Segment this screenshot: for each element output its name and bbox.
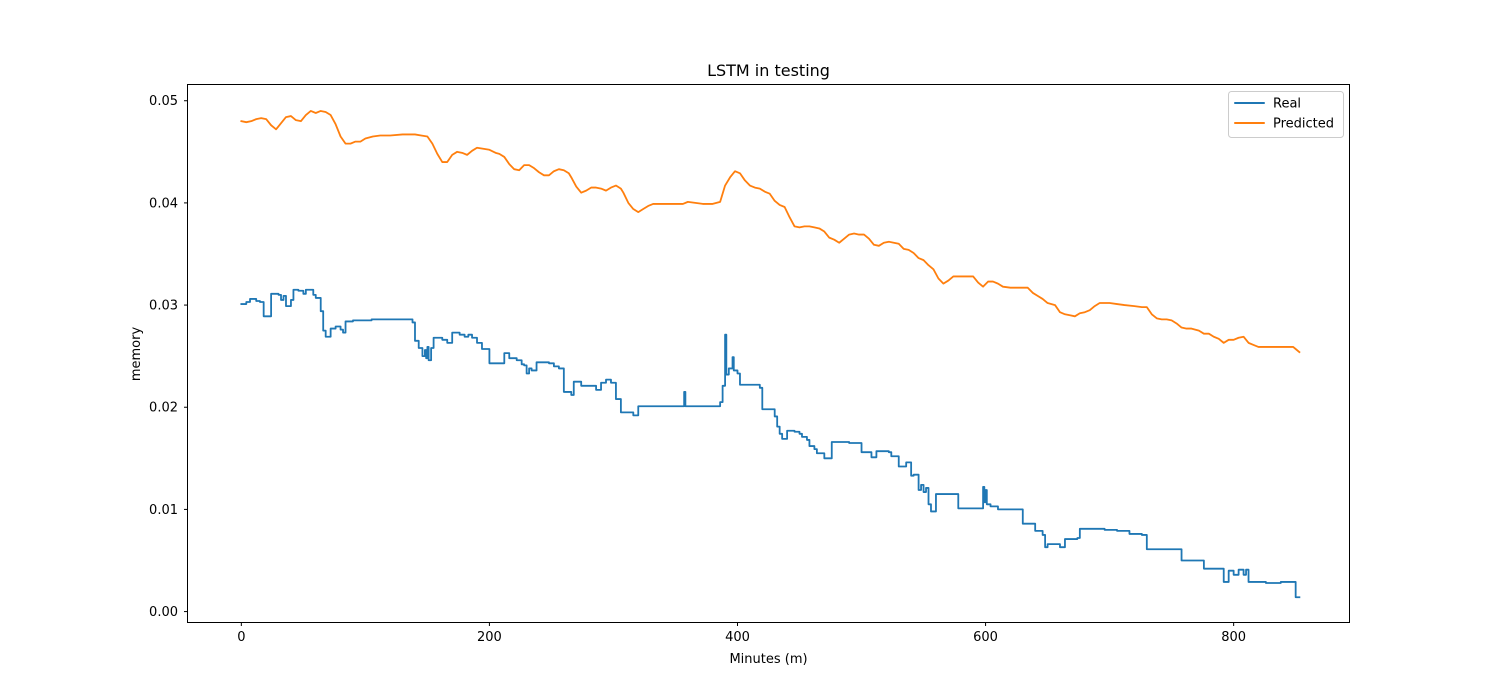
x-tick-label: 400 [725,630,750,645]
series-line-real [240,288,1301,599]
y-tick-label: 0.01 [149,503,178,518]
y-tick-label: 0.02 [149,401,178,416]
plot-frame [187,84,1350,623]
chart-title: LSTM in testing [707,61,830,80]
legend-label-predicted: Predicted [1273,117,1334,132]
x-tick-label: 200 [477,630,502,645]
legend: Real Predicted [1228,91,1344,138]
x-tick-label: 600 [973,630,998,645]
x-tick-label: 800 [1221,630,1246,645]
y-tick-label: 0.04 [149,196,178,211]
series-line-predicted [240,110,1301,354]
x-axis-label: Minutes (m) [729,652,807,667]
legend-label-real: Real [1273,97,1301,112]
y-axis-label: memory [129,327,144,382]
plot-area: 0 200 400 600 800 0.00 0.01 0.02 0.03 0.04 0.05 [149,94,1301,645]
y-tick-label: 0.00 [149,605,178,620]
x-tick-label: 0 [237,630,245,645]
y-tick-label: 0.03 [149,299,178,314]
y-tick-label: 0.05 [149,94,178,109]
